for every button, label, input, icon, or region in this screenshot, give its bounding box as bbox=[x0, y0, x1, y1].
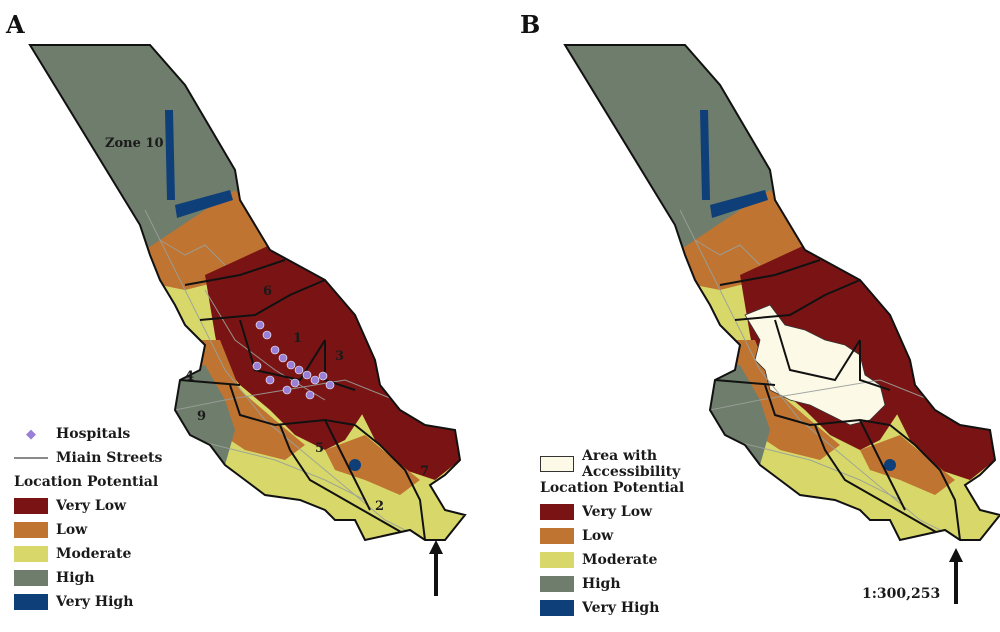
hospital-marker bbox=[310, 375, 320, 385]
legend-hospitals-label: Hospitals bbox=[56, 426, 131, 442]
zone-label: 5 bbox=[315, 441, 324, 456]
north-arrow-icon bbox=[429, 540, 443, 596]
zone-label: 2 bbox=[375, 499, 384, 514]
zone-label: 4 bbox=[185, 369, 194, 384]
legend-panel-b: Area with Accessibility Location Potenti… bbox=[540, 448, 760, 620]
swatch-very-high bbox=[14, 594, 48, 610]
swatch-very-low bbox=[540, 504, 574, 520]
legend-class-label: Very High bbox=[56, 594, 134, 610]
zone-label: 1 bbox=[293, 331, 302, 346]
hospital-marker bbox=[286, 360, 296, 370]
north-arrow-icon bbox=[949, 548, 963, 604]
legend-class-label: Very Low bbox=[582, 504, 653, 520]
map-panel-a: Zone 10 6 1 3 4 9 5 2 7 bbox=[28, 44, 467, 542]
zone-label: 9 bbox=[197, 409, 206, 424]
swatch-low bbox=[540, 528, 574, 544]
hospital-marker bbox=[302, 370, 312, 380]
panel-a-label: A bbox=[6, 10, 25, 39]
swatch-accessibility bbox=[540, 456, 574, 472]
legend-class-label: Low bbox=[56, 522, 88, 538]
hospital-marker bbox=[305, 390, 315, 400]
hospital-marker bbox=[252, 361, 262, 371]
hospital-marker bbox=[290, 378, 300, 388]
hospital-marker bbox=[262, 330, 272, 340]
legend-class-label: Very Low bbox=[56, 498, 127, 514]
hospital-icon: ◆ bbox=[26, 426, 36, 442]
legend-class-label: High bbox=[56, 570, 95, 586]
legend-class-label: Very High bbox=[582, 600, 660, 616]
hospital-marker bbox=[278, 353, 288, 363]
map-panel-b bbox=[563, 44, 1000, 542]
legend-class-label: Moderate bbox=[56, 546, 132, 562]
zone-label: Zone 10 bbox=[105, 136, 164, 151]
hospital-marker bbox=[318, 371, 328, 381]
zone-label: 7 bbox=[420, 464, 429, 479]
swatch-very-low bbox=[14, 498, 48, 514]
swatch-high bbox=[540, 576, 574, 592]
swatch-very-high bbox=[540, 600, 574, 616]
legend-panel-a: ◆ Hospitals Miain Streets Location Poten… bbox=[14, 422, 214, 614]
swatch-high bbox=[14, 570, 48, 586]
hospital-markers bbox=[252, 320, 335, 400]
legend-title: Location Potential bbox=[14, 474, 159, 490]
swatch-low bbox=[14, 522, 48, 538]
swatch-moderate bbox=[14, 546, 48, 562]
legend-class-label: Low bbox=[582, 528, 614, 544]
legend-accessibility-label: Area with Accessibility bbox=[582, 448, 681, 480]
hospital-marker bbox=[270, 345, 280, 355]
swatch-moderate bbox=[540, 552, 574, 568]
map-scale: 1:300,253 bbox=[862, 586, 941, 602]
hospital-marker bbox=[325, 380, 335, 390]
street-line-icon bbox=[14, 457, 48, 459]
panel-b-label: B bbox=[520, 10, 541, 39]
hospital-marker bbox=[255, 320, 265, 330]
hospital-marker bbox=[265, 375, 275, 385]
hospital-marker bbox=[282, 385, 292, 395]
legend-class-label: High bbox=[582, 576, 621, 592]
legend-streets-label: Miain Streets bbox=[56, 450, 163, 466]
zone-label: 6 bbox=[263, 284, 272, 299]
hospital-marker bbox=[294, 365, 304, 375]
legend-title: Location Potential bbox=[540, 480, 685, 496]
zone-label: 3 bbox=[335, 349, 344, 364]
legend-class-label: Moderate bbox=[582, 552, 658, 568]
